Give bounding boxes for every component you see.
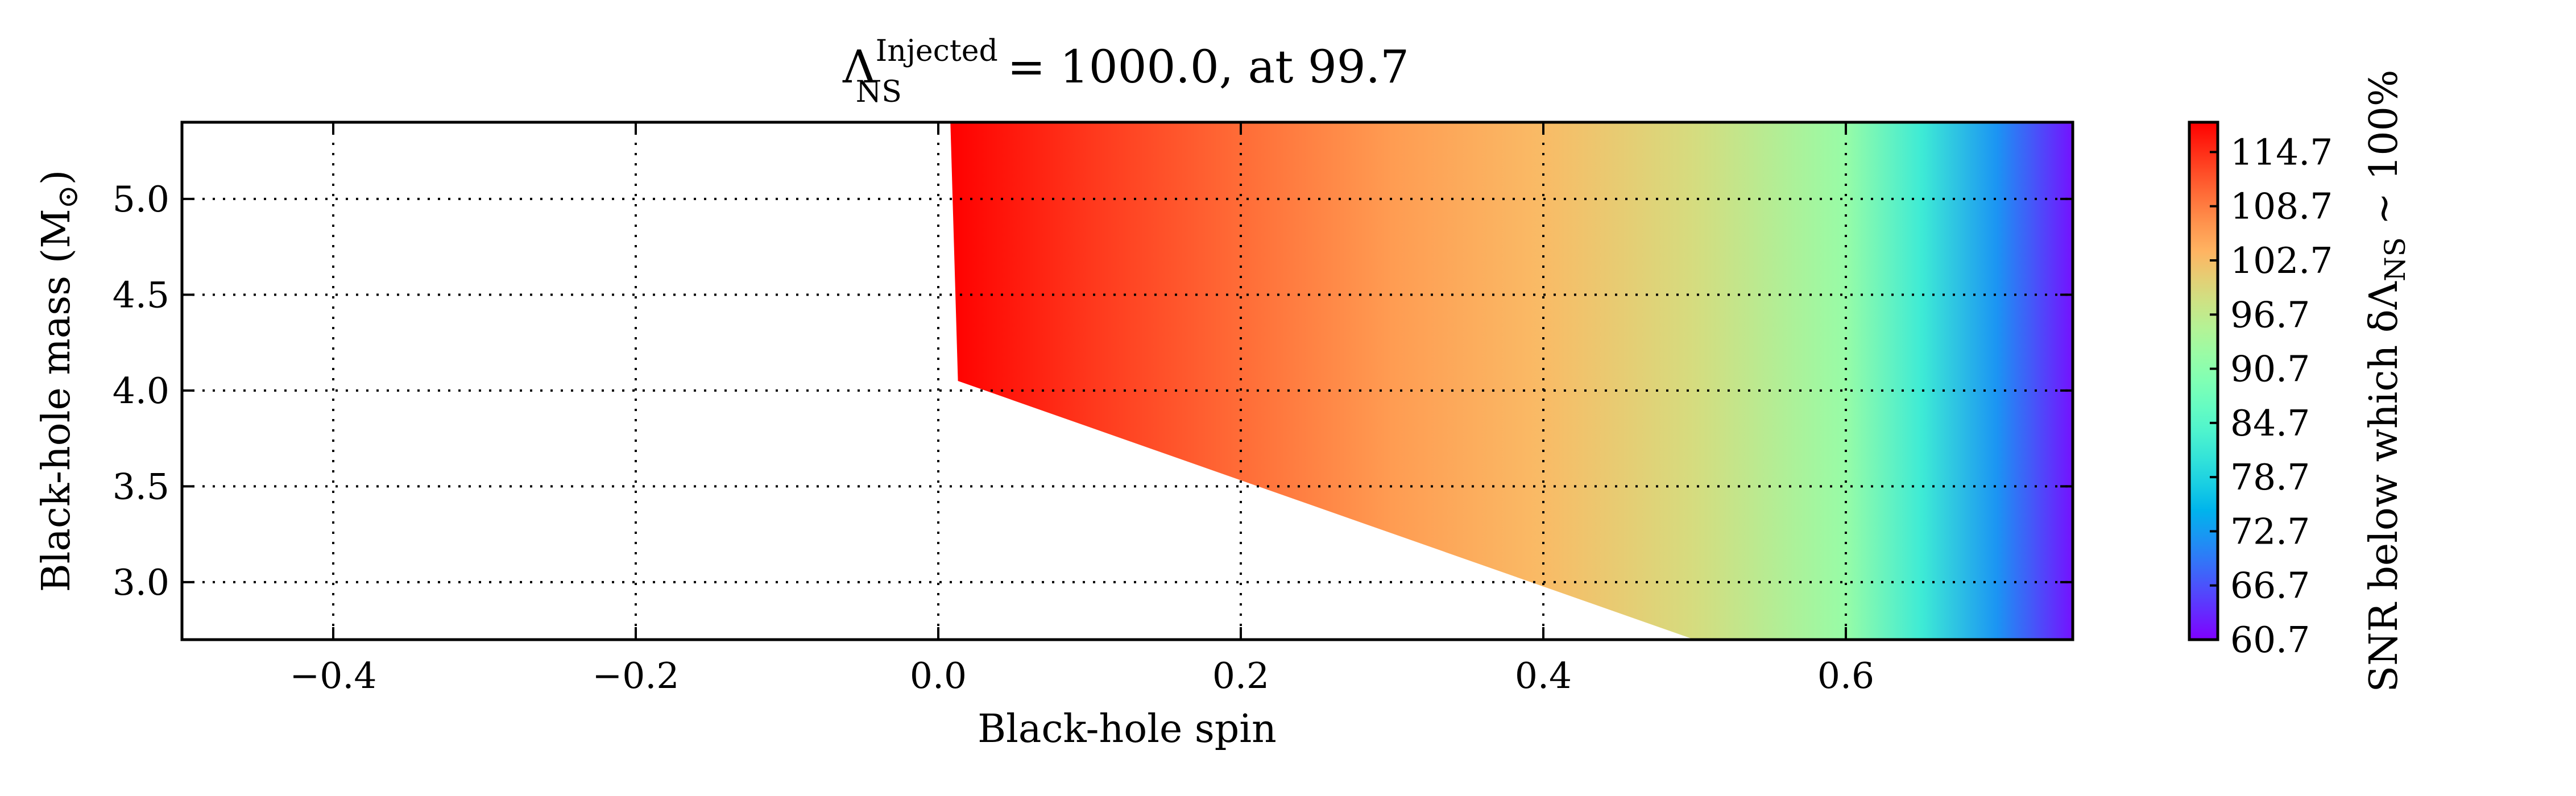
x-tick-label: 0.4 [1515, 655, 1572, 696]
title-rest: = 1000.0, at 99.7 [993, 40, 1409, 93]
colorbar-tick-label: 66.7 [2230, 565, 2310, 607]
y-axis-label-end: ) [34, 170, 79, 185]
y-tick-label: 3.5 [113, 466, 169, 507]
y-tick-label: 3.0 [113, 562, 169, 603]
grid [182, 122, 2073, 640]
plot-frame [180, 121, 2074, 641]
colorbar-tick-label: 114.7 [2230, 131, 2333, 173]
snr-filled-region [950, 122, 2073, 640]
colorbar-label: SNR below which δΛNS ~ 100% [2362, 69, 2412, 692]
colorbar-tick-label: 60.7 [2230, 619, 2310, 661]
y-axis-ticks: 3.0 3.5 4.0 4.5 5.0 [113, 179, 2073, 603]
data-region [950, 122, 2073, 640]
colorbar-label-end: ~ 100% [2362, 69, 2407, 237]
title-lambda: Λ [842, 40, 876, 93]
colorbar-tick-label: 108.7 [2230, 186, 2333, 227]
title-subscript: NS [856, 75, 902, 109]
colorbar-tick-label: 72.7 [2230, 511, 2310, 552]
colorbar-ticks: 60.7 66.7 72.7 78.7 84.7 90.7 96.7 102.7 108.7 11… [2210, 131, 2333, 661]
colorbar [2188, 121, 2219, 641]
y-tick-label: 5.0 [113, 179, 169, 220]
y-axis-label-sub: ⊙ [51, 185, 84, 209]
colorbar-tick-label: 96.7 [2230, 294, 2310, 335]
x-axis-ticks: −0.4 −0.2 0.0 0.2 0.4 0.6 [290, 122, 1874, 696]
y-tick-label: 4.0 [113, 370, 169, 412]
x-axis-label: Black-hole spin [978, 707, 1277, 752]
x-tick-label: 0.6 [1817, 655, 1874, 696]
x-tick-label: −0.4 [290, 655, 377, 696]
title-superscript: Injected [876, 34, 998, 68]
chart-title: ΛInjected NS = 1000.0, at 99.7 [842, 34, 1409, 109]
colorbar-label-sub: NS [2379, 237, 2412, 281]
x-tick-label: 0.0 [910, 655, 967, 696]
colorbar-tick-label: 84.7 [2230, 403, 2310, 444]
y-axis-label: Black-hole mass (M⊙) [34, 170, 84, 592]
y-tick-label: 4.5 [113, 274, 169, 316]
x-tick-label: −0.2 [593, 655, 680, 696]
x-tick-label: 0.2 [1212, 655, 1269, 696]
colorbar-tick-label: 90.7 [2230, 349, 2310, 390]
colorbar-tick-label: 102.7 [2230, 240, 2333, 281]
y-axis-label-main: Black-hole mass (M [34, 209, 79, 592]
colorbar-label-main: SNR below which δΛ [2362, 281, 2407, 692]
colorbar-tick-label: 78.7 [2230, 457, 2310, 498]
